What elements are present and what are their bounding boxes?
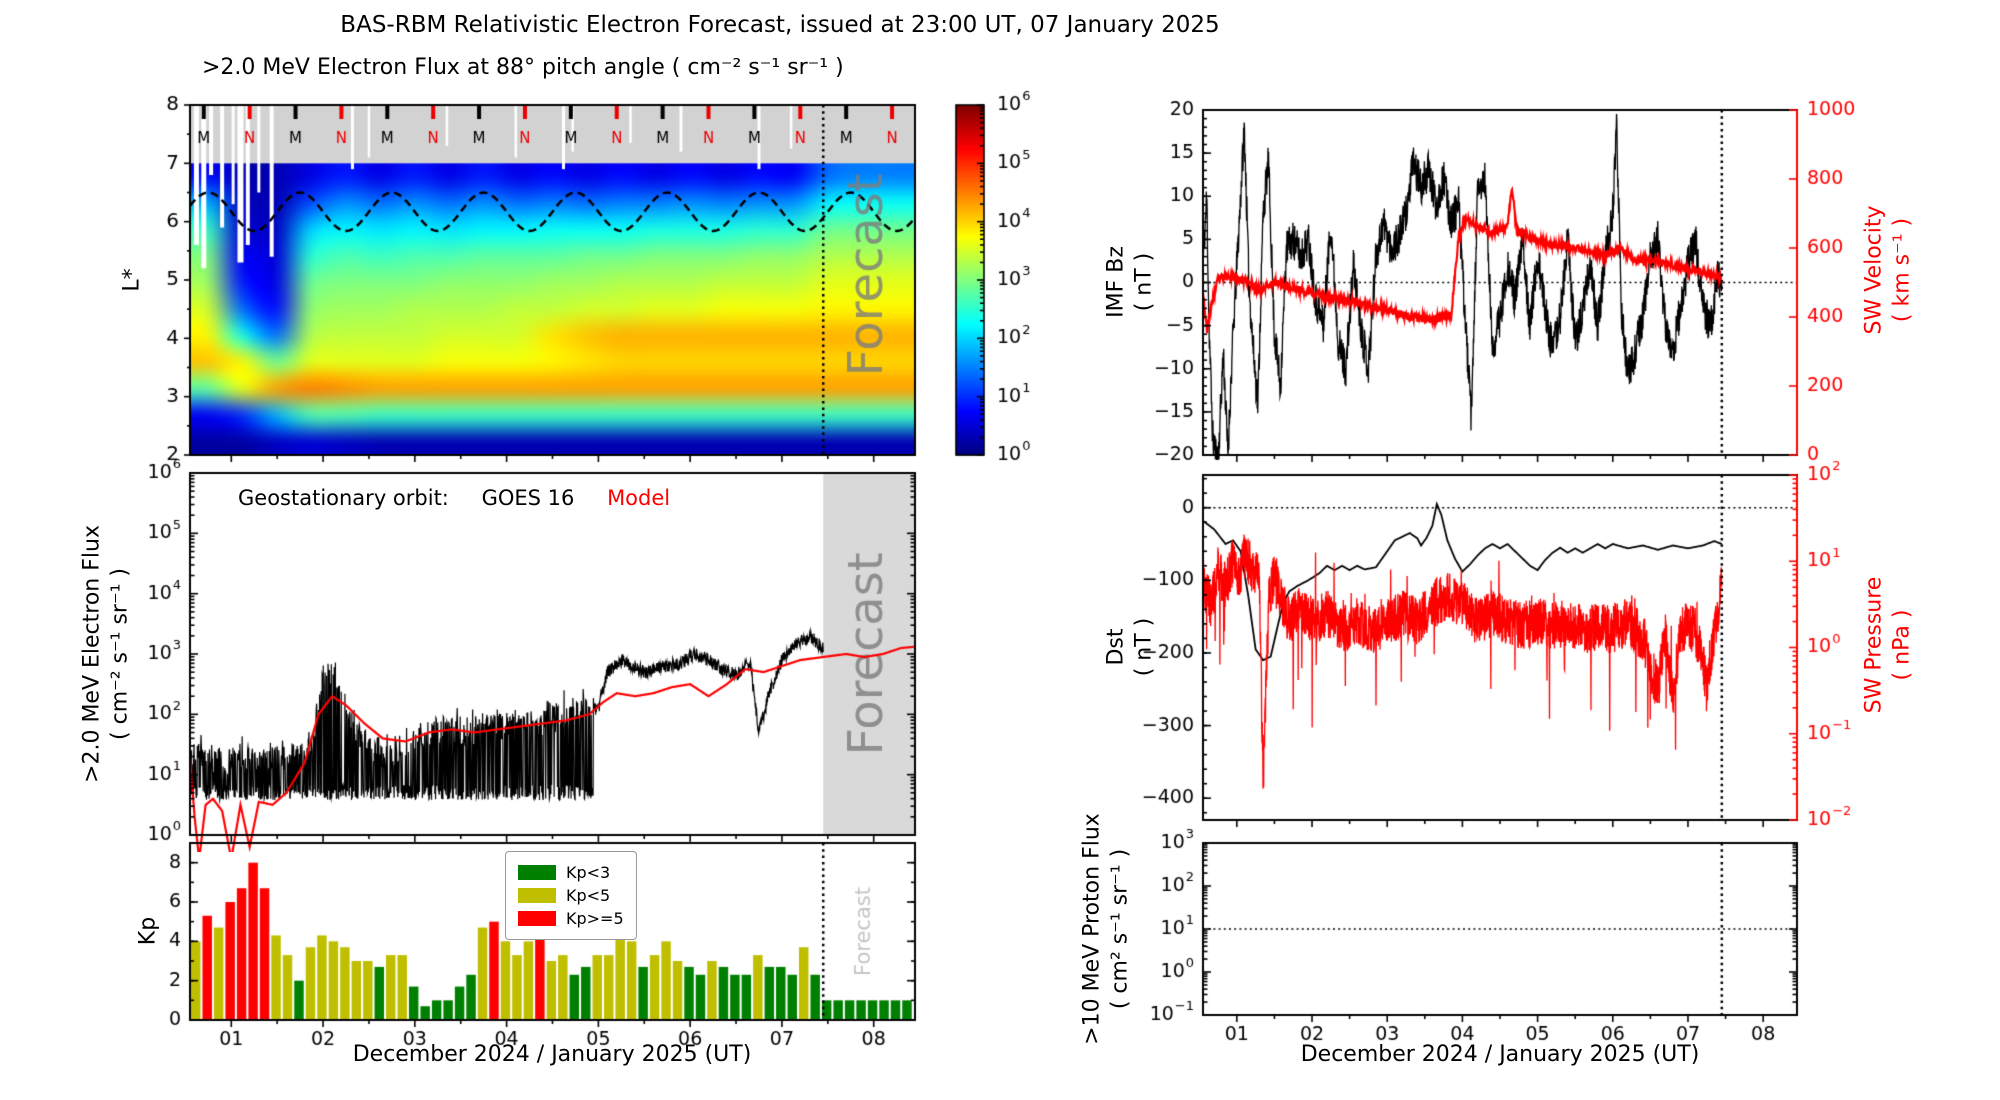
kp-mid-label: Kp<5 — [566, 886, 611, 905]
ylabel-imf-bz: IMF Bz ( nT ) — [1103, 246, 1158, 318]
xlabel-right: December 2024 / January 2025 (UT) — [1300, 1042, 1700, 1067]
ylabel-kp: Kp — [135, 916, 161, 946]
kp-mid-swatch — [518, 888, 556, 903]
ylabel-proton-line2: ( cm² s⁻¹ sr⁻¹ ) — [1107, 848, 1132, 1010]
kp-high-label: Kp>=5 — [566, 909, 624, 928]
ylabel-lstar: L* — [119, 268, 145, 292]
kp-low-label: Kp<3 — [566, 863, 611, 882]
goes-legend-prefix: Geostationary orbit: — [238, 486, 449, 510]
heatmap-title: >2.0 MeV Electron Flux at 88° pitch angl… — [202, 55, 844, 80]
kp-legend-item-mid: Kp<5 — [518, 886, 624, 905]
ylabel-sw-pressure-line2: ( nPa ) — [1889, 609, 1914, 681]
kp-legend-item-low: Kp<3 — [518, 863, 624, 882]
kp-legend: Kp<3 Kp<5 Kp>=5 — [505, 851, 637, 940]
ylabel-dst: Dst ( nT ) — [1103, 618, 1158, 677]
ylabel-dst-line1: Dst — [1103, 628, 1129, 666]
imf-sw-velocity-canvas — [1120, 85, 2000, 483]
ylabel-electron-flux: >2.0 MeV Electron Flux ( cm⁻² s⁻¹ sr⁻¹ ) — [79, 525, 134, 783]
ylabel-electron-flux-line2: ( cm⁻² s⁻¹ sr⁻¹ ) — [107, 568, 132, 740]
goes-legend-model: Model — [607, 486, 671, 510]
ylabel-sw-velocity-line2: ( km s⁻¹ ) — [1889, 217, 1914, 323]
kp-low-swatch — [518, 865, 556, 880]
ylabel-proton-line1: >10 MeV Proton Flux — [1079, 813, 1105, 1045]
xlabel-left: December 2024 / January 2025 (UT) — [352, 1042, 752, 1067]
goes-legend-observed: GOES 16 — [481, 486, 575, 510]
page-title: BAS-RBM Relativistic Electron Forecast, … — [340, 12, 1220, 38]
ylabel-sw-velocity: SW Velocity ( km s⁻¹ ) — [1861, 205, 1916, 334]
ylabel-proton-flux: >10 MeV Proton Flux ( cm² s⁻¹ sr⁻¹ ) — [1079, 813, 1134, 1045]
electron-heatmap-canvas — [120, 80, 1070, 490]
goes-legend: Geostationary orbit: GOES 16 Model — [238, 486, 696, 510]
proton-flux-canvas — [1120, 818, 2000, 1058]
electron-flux-canvas — [120, 450, 980, 852]
ylabel-imf-line2: ( nT ) — [1131, 252, 1156, 312]
ylabel-sw-pressure-line1: SW Pressure — [1861, 576, 1887, 714]
ylabel-electron-flux-line1: >2.0 MeV Electron Flux — [79, 525, 105, 783]
kp-legend-item-high: Kp>=5 — [518, 909, 624, 928]
ylabel-sw-pressure: SW Pressure ( nPa ) — [1861, 577, 1916, 714]
ylabel-dst-line2: ( nT ) — [1131, 617, 1156, 677]
ylabel-sw-velocity-line1: SW Velocity — [1861, 205, 1887, 335]
kp-high-swatch — [518, 911, 556, 926]
ylabel-imf-line1: IMF Bz — [1103, 246, 1129, 318]
dst-sw-pressure-canvas — [1120, 450, 2000, 845]
